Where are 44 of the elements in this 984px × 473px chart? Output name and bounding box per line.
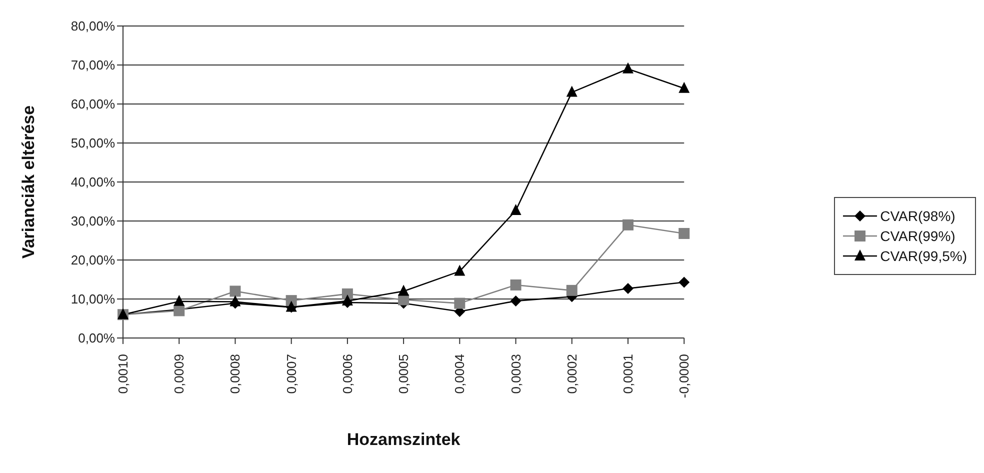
legend-label: CVAR(99%) (880, 228, 956, 244)
x-tick-label: 0,0006 (340, 354, 355, 394)
point (398, 284, 410, 296)
point (622, 62, 634, 74)
x-tick-label: 0,0009 (172, 354, 187, 394)
x-tick-label: 0,0002 (564, 354, 580, 394)
point (510, 295, 522, 306)
point (510, 279, 522, 290)
y-tick-label: 50,00% (70, 136, 116, 151)
point (342, 294, 353, 306)
y-tick-label: 40,00% (70, 174, 116, 190)
x-axis-title: Hozamszintek (346, 430, 461, 449)
y-axis-title: Varianciák eltérése (19, 105, 38, 259)
y-tick-label: 70,00% (70, 58, 116, 73)
point (566, 86, 578, 97)
x-tick-label: 0,0004 (452, 354, 468, 394)
x-tick-label: 0,0005 (396, 354, 412, 394)
x-tick-label: 0,0001 (620, 354, 636, 394)
point (678, 82, 690, 93)
point (566, 284, 578, 296)
point (454, 264, 466, 276)
point (230, 295, 241, 306)
y-tick-label: 80,00% (70, 18, 116, 34)
point (622, 282, 634, 294)
x-tick-label: -0,0000 (676, 354, 692, 398)
x-tick-label: 0,0010 (116, 354, 130, 394)
y-tick-label: 0,00% (78, 330, 116, 346)
point (230, 286, 241, 297)
point (678, 276, 690, 288)
legend-label: CVAR(98%) (880, 208, 956, 224)
x-tick-label: 0,0007 (284, 354, 299, 394)
point (622, 219, 634, 230)
point (174, 294, 185, 306)
y-tick-label: 30,00% (70, 214, 116, 229)
x-tick-label: 0,0008 (228, 354, 243, 394)
y-tick-label: 10,00% (70, 292, 116, 307)
y-tick-label: 60,00% (70, 96, 116, 112)
point (678, 228, 690, 239)
point (510, 204, 522, 215)
x-tick-label: 0,0003 (508, 354, 524, 394)
legend-label: CVAR(99,5%) (880, 248, 967, 264)
y-tick-label: 20,00% (70, 252, 116, 268)
point (398, 294, 410, 306)
point (454, 298, 466, 309)
